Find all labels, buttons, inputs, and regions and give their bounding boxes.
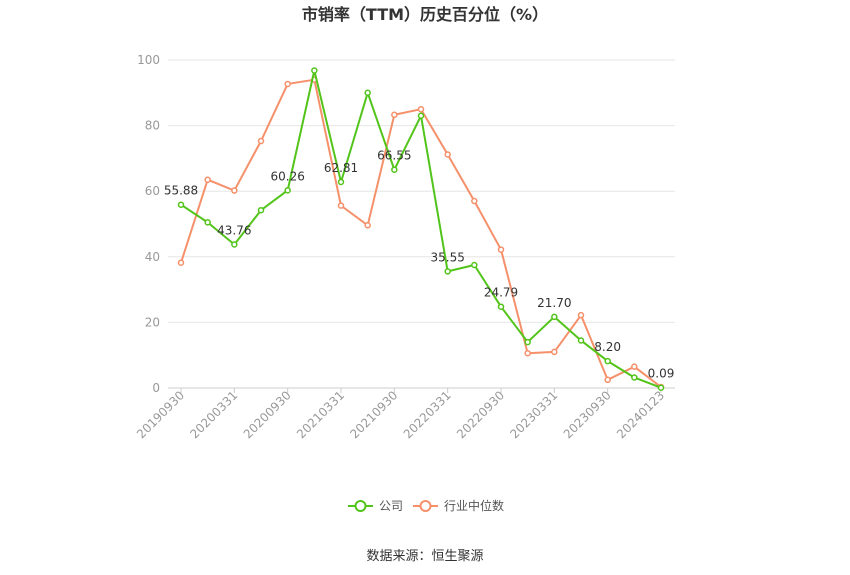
legend-item[interactable]: 行业中位数 xyxy=(413,498,504,513)
data-point xyxy=(364,89,371,97)
x-tick-label: 20210930 xyxy=(347,388,400,441)
data-point xyxy=(364,222,371,229)
data-point xyxy=(257,137,265,145)
legend[interactable]: 公司 行业中位数 xyxy=(348,498,504,513)
data-point xyxy=(204,176,211,183)
x-tick-label: 20200930 xyxy=(241,388,294,441)
y-tick-label: 60 xyxy=(145,184,160,198)
data-point xyxy=(577,311,585,319)
data-point xyxy=(471,197,478,205)
data-point xyxy=(577,337,585,344)
legend-item[interactable]: 公司 xyxy=(348,499,403,513)
data-label: 21.70 xyxy=(537,296,571,310)
data-point xyxy=(391,111,398,119)
y-tick-label: 0 xyxy=(152,381,160,395)
data-point xyxy=(204,219,211,226)
data-label: 66.55 xyxy=(377,149,411,163)
data-label: 43.76 xyxy=(217,223,251,237)
data-point xyxy=(444,151,451,158)
data-point xyxy=(604,357,611,365)
data-point xyxy=(177,259,185,266)
legend-marker xyxy=(419,500,432,512)
y-tick-label: 100 xyxy=(137,53,160,67)
data-point xyxy=(471,261,478,269)
data-point xyxy=(284,187,291,194)
y-tick-label: 20 xyxy=(145,315,160,329)
data-point xyxy=(631,363,638,370)
data-point xyxy=(417,105,425,113)
chart-title: 市销率（TTM）历史百分位（%） xyxy=(302,5,548,24)
data-point xyxy=(551,348,558,356)
legend-marker xyxy=(354,500,367,512)
data-point xyxy=(444,268,451,275)
x-tick-label: 20190930 xyxy=(134,388,187,441)
data-point xyxy=(257,206,265,214)
x-tick-label: 20210331 xyxy=(294,388,347,441)
source-note: 数据来源：恒生聚源 xyxy=(366,549,483,564)
data-point xyxy=(337,178,345,186)
data-point xyxy=(631,374,638,381)
data-point xyxy=(524,349,531,357)
x-tick-label: 20240123 xyxy=(614,388,667,441)
data-point xyxy=(657,384,665,391)
data-point xyxy=(177,201,185,208)
data-point xyxy=(311,67,318,74)
data-point xyxy=(604,376,611,384)
data-point xyxy=(524,338,531,346)
data-label: 0.09 xyxy=(648,367,675,381)
legend-label: 行业中位数 xyxy=(444,498,504,513)
data-point xyxy=(284,80,291,88)
y-tick-label: 80 xyxy=(145,119,160,133)
grid xyxy=(168,59,675,323)
data-point xyxy=(497,246,505,253)
x-tick-label: 20220331 xyxy=(401,388,454,441)
data-label: 8.20 xyxy=(594,340,621,354)
data-label: 60.26 xyxy=(270,169,304,183)
data-label: 35.55 xyxy=(430,250,464,264)
legend-label: 公司 xyxy=(379,499,403,513)
y-tick-label: 40 xyxy=(145,250,160,264)
series xyxy=(177,67,665,391)
x-tick-label: 20200331 xyxy=(187,388,240,441)
x-tick-label: 20230930 xyxy=(561,388,614,441)
data-label: 62.81 xyxy=(324,161,358,175)
x-tick-label: 20220930 xyxy=(454,388,507,441)
data-point xyxy=(231,187,238,194)
data-point xyxy=(337,202,345,209)
data-point xyxy=(497,303,505,310)
data-label: 24.79 xyxy=(484,286,518,300)
data-point xyxy=(551,313,558,321)
data-point xyxy=(417,112,425,120)
data-point xyxy=(391,166,398,173)
x-tick-label: 20230331 xyxy=(507,388,560,441)
data-labels: 55.88 43.76 60.26 62.81 66.55 35.55 24.79 21.70… xyxy=(164,149,675,381)
data-point xyxy=(231,241,238,248)
data-label: 55.88 xyxy=(164,184,198,198)
